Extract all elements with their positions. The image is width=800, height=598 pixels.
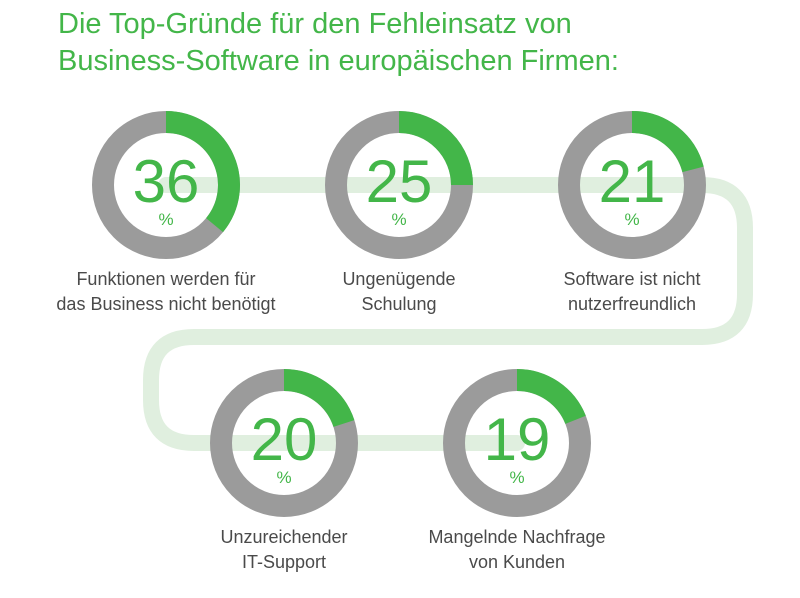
category-label-4: Unzureichender IT-Support	[220, 527, 347, 572]
donut-segment-3	[631, 111, 704, 173]
category-label-line: Schulung	[361, 294, 436, 314]
donut-segment-4	[283, 369, 355, 428]
category-label-2: Ungenügende Schulung	[342, 269, 455, 314]
category-label-line: Funktionen werden für	[76, 269, 255, 289]
percent-value-2: 25	[366, 148, 433, 215]
percent-value-1: 36	[133, 148, 200, 215]
category-label-line: von Kunden	[469, 552, 565, 572]
donut-group: 36% Funktionen werden für das Business nic…	[56, 111, 706, 572]
category-label-1: Funktionen werden für das Business nicht …	[56, 269, 275, 314]
percent-sign-1: %	[158, 210, 173, 229]
chart-title-line-1: Die Top-Gründe für den Fehleinsatz von	[58, 8, 572, 40]
donut-segment-1	[165, 111, 240, 233]
percent-sign-3: %	[624, 210, 639, 229]
category-label-line: Software ist nicht	[563, 269, 700, 289]
percent-sign-2: %	[391, 210, 406, 229]
category-label-line: nutzerfreundlich	[568, 294, 696, 314]
category-label-line: IT-Support	[242, 552, 326, 572]
category-label-line: das Business nicht benötigt	[56, 294, 275, 314]
donut-segment-5	[516, 369, 586, 425]
percent-value-5: 19	[484, 406, 551, 473]
percent-value-4: 20	[251, 406, 318, 473]
percent-value-3: 21	[599, 148, 666, 215]
category-label-5: Mangelnde Nachfrage von Kunden	[428, 527, 605, 572]
chart-title: Die Top-Gründe für den Fehleinsatz von B…	[58, 6, 778, 80]
donut-segment-2	[398, 111, 473, 186]
category-label-line: Ungenügende	[342, 269, 455, 289]
category-label-line: Mangelnde Nachfrage	[428, 527, 605, 547]
category-label-3: Software ist nicht nutzerfreundlich	[563, 269, 700, 314]
chart-title-line-2: Business-Software in europäischen Firmen…	[58, 45, 619, 77]
percent-sign-4: %	[276, 468, 291, 487]
percent-sign-5: %	[509, 468, 524, 487]
category-label-line: Unzureichender	[220, 527, 347, 547]
connector-path	[143, 177, 753, 451]
